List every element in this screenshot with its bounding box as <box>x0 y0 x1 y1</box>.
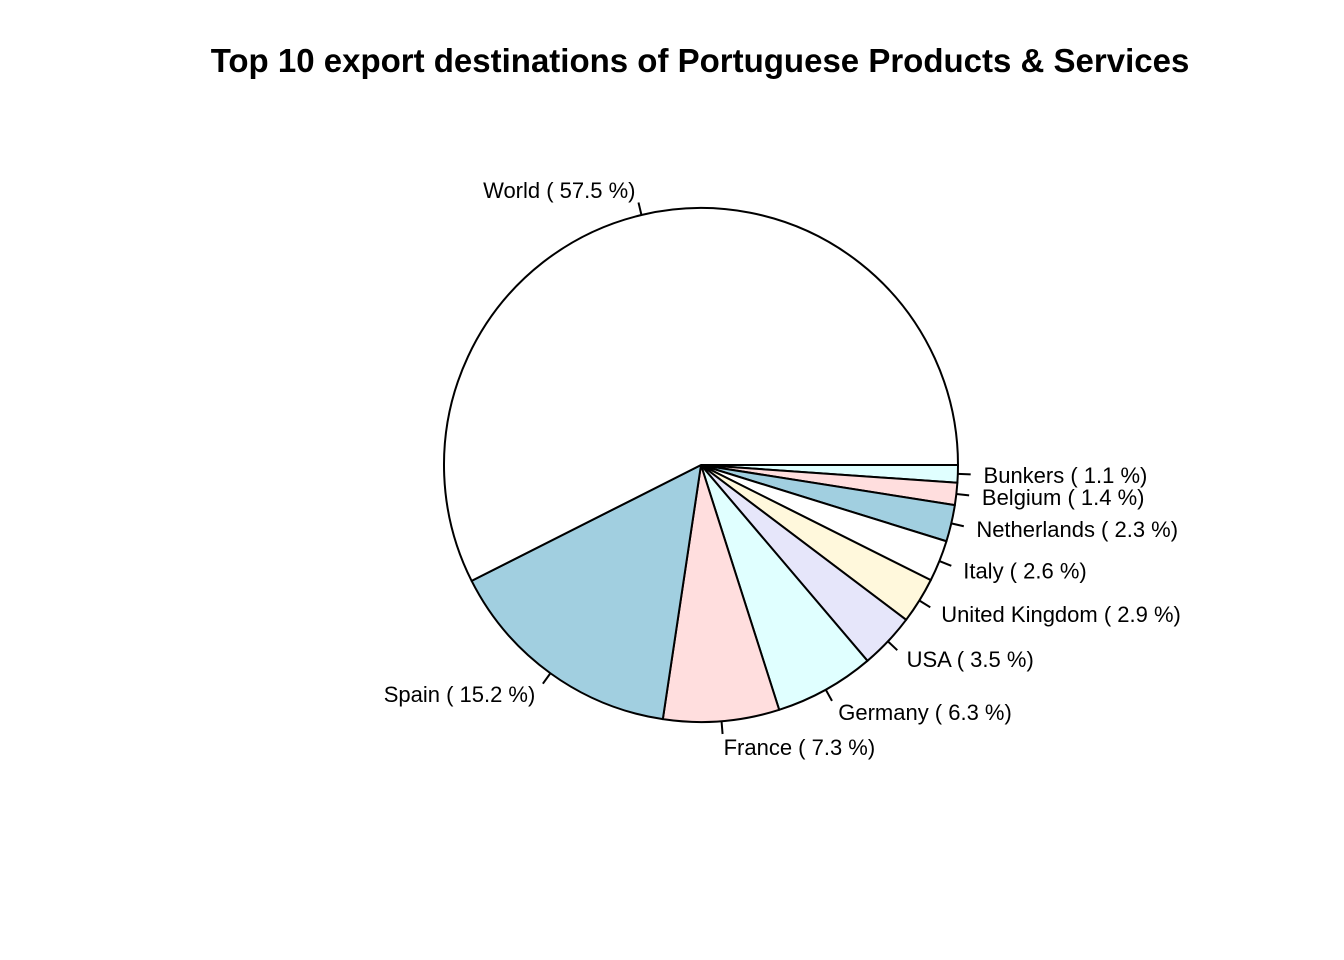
tick-netherlands <box>951 522 965 528</box>
slice-label-belgium: Belgium ( 1.4 %) <box>982 485 1145 510</box>
pie-slices <box>443 207 959 723</box>
tick-world <box>637 202 643 216</box>
slice-label-germany: Germany ( 6.3 %) <box>838 700 1012 725</box>
slice-label-world: World ( 57.5 %) <box>483 178 635 203</box>
chart-title: Top 10 export destinations of Portuguese… <box>211 42 1190 79</box>
tick-belgium <box>956 492 970 497</box>
slice-label-united-kingdom: United Kingdom ( 2.9 %) <box>941 602 1181 627</box>
slice-labels: Bunkers ( 1.1 %)Belgium ( 1.4 %) Netherla… <box>384 178 1181 760</box>
slice-label-france: France ( 7.3 %) <box>724 735 876 760</box>
pie-slice-spain <box>470 464 702 721</box>
slice-label-usa: USA ( 3.5 %) <box>907 647 1034 672</box>
slice-label-spain: Spain ( 15.2 %) <box>384 682 536 707</box>
tick-spain <box>542 672 552 685</box>
label-ticks <box>542 202 971 735</box>
tick-germany <box>824 689 833 702</box>
tick-usa <box>887 640 898 651</box>
tick-france <box>720 721 724 735</box>
slice-label-italy: Italy ( 2.6 %) <box>963 559 1086 584</box>
slice-label-netherlands: Netherlands ( 2.3 %) <box>976 517 1178 542</box>
slice-label-bunkers: Bunkers ( 1.1 %) <box>984 463 1148 488</box>
tick-united-kingdom <box>918 599 931 609</box>
tick-italy <box>939 560 952 567</box>
